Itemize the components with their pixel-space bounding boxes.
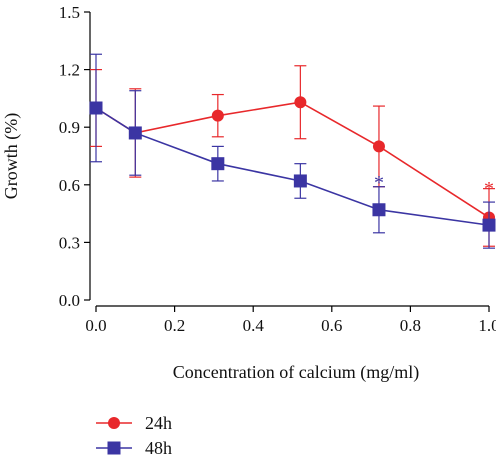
data-point: [211, 109, 224, 122]
series-24h: [90, 65, 495, 247]
x-tick-label: 1.0: [478, 316, 496, 335]
data-point: [482, 218, 496, 232]
legend-item-24h: 24h: [96, 413, 172, 433]
x-tick-label: 0.2: [164, 316, 185, 335]
significance-marker: *: [374, 172, 384, 194]
y-tick-label: 1.2: [59, 61, 80, 80]
x-tick-label: 0.6: [321, 316, 342, 335]
x-tick-label: 0.8: [400, 316, 421, 335]
data-point: [211, 157, 225, 171]
significance-marker: *: [484, 178, 494, 200]
x-tick-label: 0.4: [243, 316, 265, 335]
legend-label: 24h: [145, 413, 172, 433]
series-layer: * *: [89, 53, 496, 249]
y-tick-label: 0.6: [59, 176, 80, 195]
legend-label: 48h: [145, 438, 172, 457]
y-tick-label: 1.5: [59, 3, 80, 22]
data-point: [372, 140, 385, 153]
series-48h: [89, 53, 496, 249]
y-axis-label: Growth (%): [1, 113, 22, 199]
y-tick-label: 0.9: [59, 118, 80, 137]
y-tick-label: 0.0: [59, 291, 80, 310]
series-line-48h: [95, 107, 490, 226]
y-tick-label: 0.3: [59, 233, 80, 252]
data-point: [89, 101, 103, 115]
legend-marker: [108, 417, 120, 429]
series-line-24h: [95, 101, 490, 219]
data-point: [372, 203, 386, 217]
data-point: [294, 96, 307, 109]
data-point: [293, 174, 307, 188]
x-axis-label: Concentration of calcium (mg/ml): [173, 362, 419, 383]
legend-marker: [107, 441, 121, 455]
axes: 0.0 0.3 0.6 0.9 1.2 1.5 0.0 0.2 0.4 0.6 0.8 1.0: [59, 3, 496, 335]
x-tick-label: 0.0: [85, 316, 106, 335]
legend-item-48h: 48h: [96, 438, 172, 457]
data-point: [128, 126, 142, 140]
